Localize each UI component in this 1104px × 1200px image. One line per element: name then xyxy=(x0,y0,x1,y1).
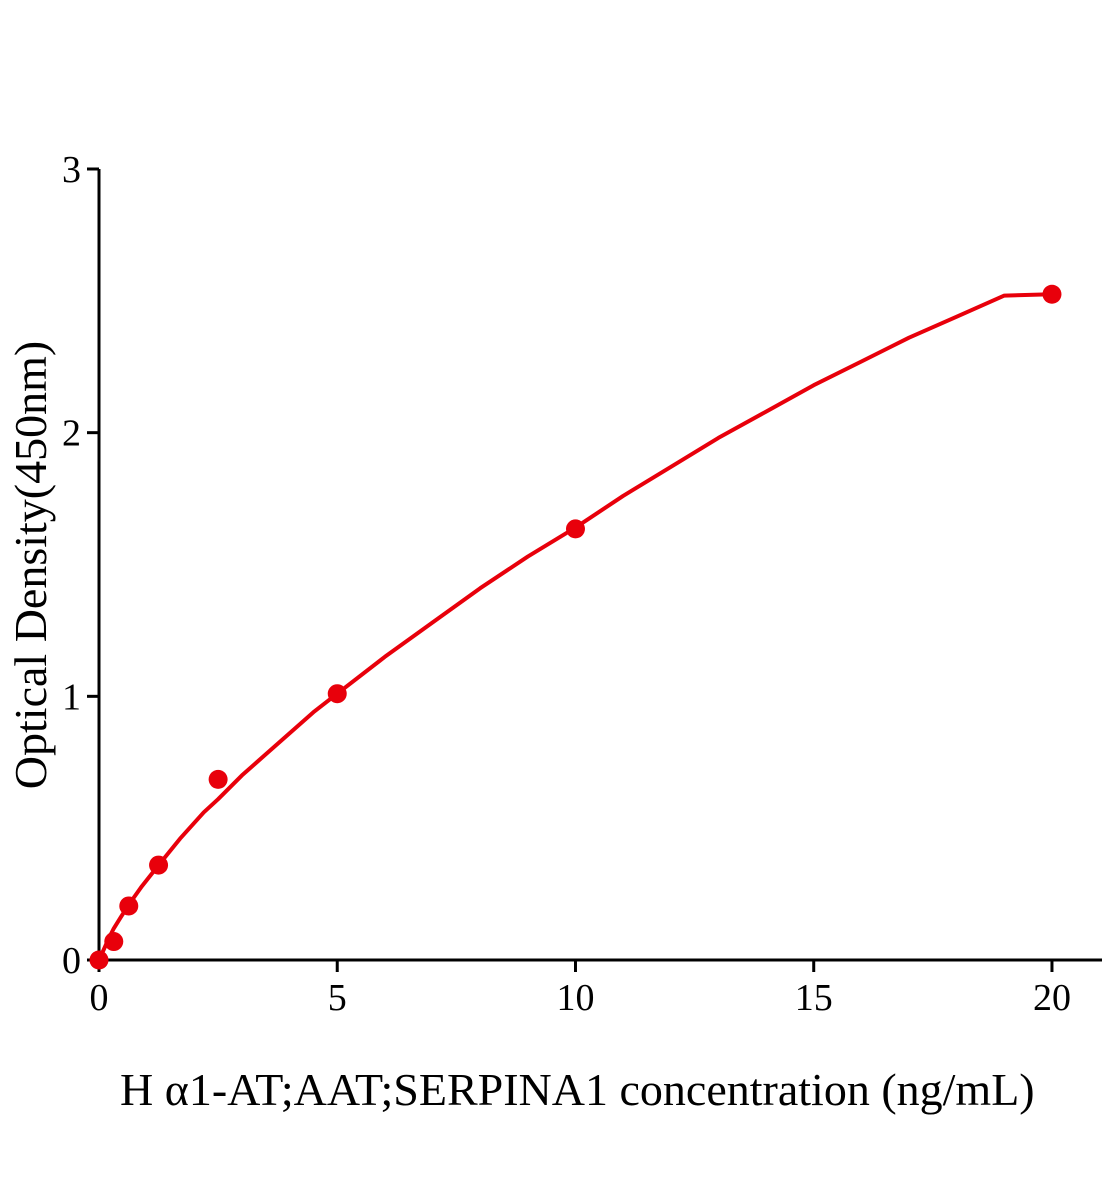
data-point xyxy=(208,769,228,789)
y-axis: 0 1 2 3 xyxy=(62,149,101,982)
x-tick-label: 5 xyxy=(328,977,347,1019)
y-tick-label: 2 xyxy=(62,413,81,455)
y-tick-label: 1 xyxy=(62,676,81,718)
data-point xyxy=(149,855,169,875)
x-axis: 0 5 10 15 20 xyxy=(90,958,1102,1019)
x-tick-label: 10 xyxy=(556,977,594,1019)
data-point xyxy=(119,896,139,916)
x-tick-label: 0 xyxy=(90,977,109,1019)
data-point xyxy=(327,684,347,704)
y-tick-label: 0 xyxy=(62,940,81,982)
data-point xyxy=(565,519,585,539)
series-layer xyxy=(89,284,1062,970)
data-point xyxy=(104,932,124,952)
x-tick-label: 15 xyxy=(795,977,833,1019)
data-point xyxy=(89,950,109,970)
data-point xyxy=(1042,284,1062,304)
y-tick-label: 3 xyxy=(62,149,81,191)
fit-curve xyxy=(97,292,1054,962)
x-axis-title: H α1-AT;AAT;SERPINA1 concentration (ng/m… xyxy=(120,1064,1035,1115)
x-tick-label: 20 xyxy=(1033,977,1071,1019)
y-axis-title: Optical Density(450nm) xyxy=(5,341,56,789)
